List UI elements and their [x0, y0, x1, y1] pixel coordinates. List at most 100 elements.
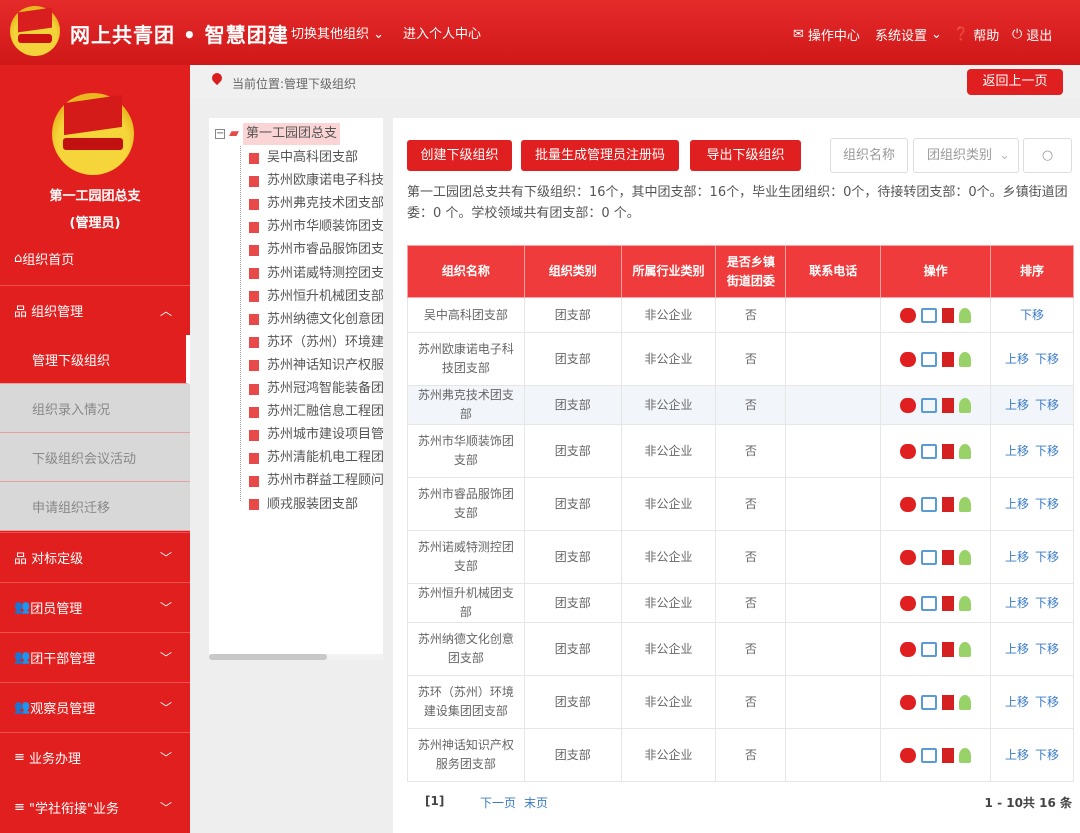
next-page-link[interactable]: 下一页 [480, 796, 517, 810]
sidebar-sub-migrate[interactable]: 申请组织迁移 [0, 482, 190, 531]
tree-node[interactable]: 苏州清能机电工程团支部 [233, 447, 383, 469]
delete-icon[interactable] [942, 747, 955, 763]
tree-scrollbar[interactable] [209, 654, 383, 660]
move-down-link[interactable]: 下移 [1035, 397, 1060, 412]
delete-icon[interactable] [942, 496, 955, 512]
view-icon[interactable] [900, 397, 917, 413]
sidebar-item-observers[interactable]: 👥 观察员管理 ﹀ [0, 682, 190, 732]
move-down-link[interactable]: 下移 [1035, 443, 1060, 458]
admin-user-icon[interactable] [959, 747, 972, 763]
tree-node[interactable]: 苏州市群益工程顾问团支部 [233, 470, 383, 492]
logout-link[interactable]: ⏻ 退出 [1012, 25, 1052, 44]
tree-node[interactable]: 苏州恒升机械团支部 [233, 286, 383, 308]
view-icon[interactable] [900, 694, 917, 710]
admin-user-icon[interactable] [959, 351, 972, 367]
tree-node[interactable]: 苏州城市建设项目管理团支部 [233, 424, 383, 446]
delete-icon[interactable] [942, 549, 955, 565]
personal-center-link[interactable]: 进入个人中心 [403, 27, 482, 42]
move-up-link[interactable]: 上移 [1005, 496, 1030, 511]
tree-node[interactable]: 吴中高科团支部 [233, 147, 358, 169]
delete-icon[interactable] [942, 443, 955, 459]
view-icon[interactable] [900, 496, 917, 512]
ops-center-link[interactable]: ✉ 操作中心 [793, 25, 860, 44]
admin-user-icon[interactable] [959, 307, 972, 323]
tree-node[interactable]: 苏州诺威特测控团支部 [233, 263, 383, 285]
delete-icon[interactable] [942, 595, 955, 611]
edit-icon[interactable] [921, 694, 938, 710]
view-icon[interactable] [900, 747, 917, 763]
delete-icon[interactable] [942, 397, 955, 413]
move-up-link[interactable]: 上移 [1005, 549, 1030, 564]
move-up-link[interactable]: 上移 [1005, 747, 1030, 762]
admin-user-icon[interactable] [959, 595, 972, 611]
view-icon[interactable] [900, 549, 917, 565]
tree-node[interactable]: 苏州弗克技术团支部 [233, 193, 383, 215]
sidebar-item-business[interactable]: ≡ 业务办理 ﹀ [0, 732, 190, 782]
tree-node[interactable]: 苏州纳德文化创意团支部 [233, 309, 383, 331]
admin-user-icon[interactable] [959, 397, 972, 413]
move-down-link[interactable]: 下移 [1035, 496, 1060, 511]
switch-org-menu[interactable]: 切换其他组织 ⌄ [291, 23, 384, 42]
view-icon[interactable] [900, 595, 917, 611]
move-down-link[interactable]: 下移 [1035, 694, 1060, 709]
move-up-link[interactable]: 上移 [1005, 443, 1030, 458]
admin-user-icon[interactable] [959, 641, 972, 657]
tree-root[interactable]: − ▰ 第一工园团总支 [215, 123, 341, 145]
admin-user-icon[interactable] [959, 549, 972, 565]
sidebar-item-cadres[interactable]: 👥 团干部管理 ﹀ [0, 632, 190, 682]
sidebar-sub-meetings[interactable]: 下级组织会议活动 [0, 433, 190, 482]
collapse-icon[interactable]: − [215, 128, 225, 139]
move-up-link[interactable]: 上移 [1005, 351, 1030, 366]
move-down-link[interactable]: 下移 [1020, 307, 1045, 322]
view-icon[interactable] [900, 641, 917, 657]
move-down-link[interactable]: 下移 [1035, 549, 1060, 564]
move-up-link[interactable]: 上移 [1005, 641, 1030, 656]
settings-menu[interactable]: 系统设置 ⌄ [875, 25, 942, 44]
edit-icon[interactable] [921, 595, 938, 611]
view-icon[interactable] [900, 443, 917, 459]
edit-icon[interactable] [921, 549, 938, 565]
move-down-link[interactable]: 下移 [1035, 747, 1060, 762]
move-up-link[interactable]: 上移 [1005, 694, 1030, 709]
tree-node[interactable]: 苏州汇融信息工程团支部 [233, 401, 383, 423]
delete-icon[interactable] [942, 351, 955, 367]
move-up-link[interactable]: 上移 [1005, 595, 1030, 610]
delete-icon[interactable] [942, 694, 955, 710]
tree-node[interactable]: 苏环（苏州）环境建设集团团支部 [233, 332, 383, 354]
scrollbar-thumb[interactable] [209, 654, 327, 660]
delete-icon[interactable] [942, 641, 955, 657]
view-icon[interactable] [900, 351, 917, 367]
tree-node[interactable]: 苏州神话知识产权服务团支部 [233, 355, 383, 377]
view-icon[interactable] [900, 307, 917, 323]
tree-node[interactable]: 顺戎服装团支部 [233, 494, 358, 516]
tree-node[interactable]: 苏州欧康诺电子科技团支部 [233, 170, 383, 192]
back-button[interactable]: 返回上一页 [967, 69, 1063, 95]
batch-codes-button[interactable]: 批量生成管理员注册码 [521, 140, 679, 171]
edit-icon[interactable] [921, 496, 938, 512]
admin-user-icon[interactable] [959, 443, 972, 459]
sidebar-sub-manage-orgs[interactable]: 管理下级组织 [0, 335, 190, 384]
admin-user-icon[interactable] [959, 694, 972, 710]
sidebar-item-home[interactable]: ⌂ 组织首页 [0, 233, 190, 283]
admin-user-icon[interactable] [959, 496, 972, 512]
move-down-link[interactable]: 下移 [1035, 351, 1060, 366]
create-org-button[interactable]: 创建下级组织 [407, 140, 512, 171]
sidebar-item-rating[interactable]: 品 对标定级 ﹀ [0, 532, 190, 582]
org-type-select[interactable]: 团组织类别 ⌄ [913, 138, 1019, 173]
delete-icon[interactable] [942, 307, 955, 323]
org-name-input[interactable]: 组织名称 [830, 138, 908, 173]
sidebar-item-school-community[interactable]: ≡ "学社衔接"业务 ﹀ [0, 782, 190, 832]
help-link[interactable]: ❓ 帮助 [953, 25, 999, 44]
edit-icon[interactable] [921, 397, 938, 413]
edit-icon[interactable] [921, 307, 938, 323]
edit-icon[interactable] [921, 443, 938, 459]
search-button[interactable]: ○ [1023, 138, 1072, 173]
page-current[interactable]: [1] [425, 794, 445, 808]
sidebar-sub-entry-status[interactable]: 组织录入情况 [0, 384, 190, 433]
last-page-link[interactable]: 末页 [524, 796, 549, 810]
move-up-link[interactable]: 上移 [1005, 397, 1030, 412]
move-down-link[interactable]: 下移 [1035, 595, 1060, 610]
sidebar-item-members[interactable]: 👥 团员管理 ﹀ [0, 582, 190, 632]
tree-node[interactable]: 苏州市华顺装饰团支部 [233, 216, 383, 238]
edit-icon[interactable] [921, 351, 938, 367]
